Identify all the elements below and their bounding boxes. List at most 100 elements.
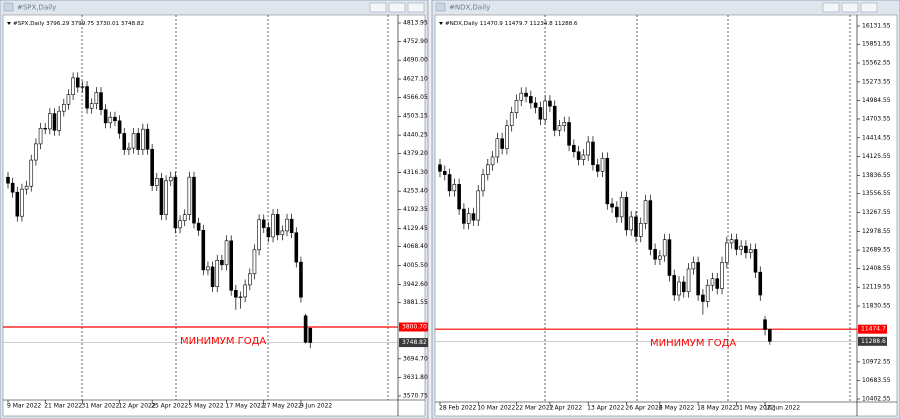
x-tick-label: 13 Apr 2022: [587, 405, 624, 412]
y-tick-label: 16131.55: [862, 23, 891, 30]
close-button[interactable]: [407, 2, 425, 13]
y-tick-label: 12978.55: [862, 228, 891, 235]
candle-body: [261, 219, 266, 228]
level-box: [399, 322, 428, 332]
level-label: 11474.7: [861, 326, 886, 333]
candle-body: [462, 208, 466, 224]
candle-body: [481, 174, 485, 192]
y-tick-label: 4627.10: [403, 76, 428, 83]
y-tick-label: 4253.40: [403, 188, 428, 195]
y-tick-label: 4129.45: [403, 225, 428, 232]
candle-body: [308, 328, 313, 343]
candle-body: [164, 180, 168, 215]
candle-body: [117, 120, 122, 134]
minimize-button[interactable]: [369, 2, 387, 13]
y-tick-label: 3881.55: [403, 299, 428, 306]
candle-body: [80, 86, 85, 88]
candle-body: [280, 230, 285, 236]
maximize-button[interactable]: [841, 2, 859, 13]
candle-body: [145, 128, 150, 150]
candle-body: [662, 239, 667, 257]
y-tick-label: 4192.35: [403, 206, 428, 213]
candle-body: [52, 113, 57, 131]
x-tick-label: 27 May 2022: [263, 403, 302, 410]
candle-body: [271, 214, 275, 238]
candle-body: [243, 284, 247, 298]
candle-body: [285, 218, 289, 232]
candle-body: [495, 138, 500, 158]
candle-body: [653, 249, 657, 260]
candle-body: [538, 107, 543, 120]
candle-body: [196, 222, 201, 231]
minimize-button[interactable]: [822, 2, 840, 13]
window-title: #SPX,Daily: [17, 4, 56, 12]
y-tick-label: 15851.55: [862, 41, 891, 48]
x-tick-label: 9 Mar 2022: [7, 403, 41, 410]
x-tick-label: 6 May 2022: [659, 405, 694, 412]
window-icon: [3, 2, 14, 12]
candle-body: [173, 176, 178, 229]
candle-body: [729, 239, 734, 244]
y-tick-label: 14703.55: [862, 115, 891, 122]
candle-body: [615, 206, 619, 218]
candle-body: [201, 229, 206, 271]
y-tick-label: 14984.55: [862, 97, 891, 104]
y-tick-label: 13836.55: [862, 172, 891, 179]
y-tick-label: 11830.55: [862, 303, 891, 310]
candle-body: [505, 125, 509, 149]
candle-body: [595, 164, 600, 172]
candle-body: [562, 122, 567, 127]
candle-body: [61, 103, 66, 112]
candle-body: [108, 116, 113, 124]
candle-body: [658, 255, 662, 260]
last-price-box: [399, 338, 428, 348]
candle-body: [215, 260, 220, 288]
candle-body: [48, 113, 52, 130]
y-tick-label: 4690.00: [403, 57, 428, 64]
candle-body: [758, 271, 763, 296]
candle-body: [691, 262, 696, 270]
y-tick-label: 15273.55: [862, 78, 891, 85]
y-tick-label: 4752.90: [403, 38, 428, 45]
candle-body: [734, 239, 739, 250]
close-button[interactable]: [860, 2, 878, 13]
candle-body: [442, 170, 447, 175]
y-tick-label: 3570.75: [403, 392, 428, 399]
candle-body: [466, 213, 471, 224]
candle-body: [519, 92, 524, 101]
info-arrow: [439, 22, 443, 25]
y-tick-label: 4813.95: [403, 19, 428, 26]
candle-body: [552, 105, 557, 131]
y-tick-label: 4005.50: [403, 262, 428, 269]
candle-body: [122, 133, 127, 150]
x-tick-label: 31 Mar 2022: [81, 403, 119, 410]
y-tick-label: 3694.70: [403, 355, 428, 362]
candle-body: [672, 275, 677, 296]
candle-body: [500, 138, 504, 149]
candle-body: [234, 290, 238, 298]
candle-body: [229, 240, 233, 291]
y-tick-label: 3942.60: [403, 281, 428, 288]
candle-body: [557, 125, 562, 131]
candle-body: [103, 109, 108, 124]
y-tick-label: 14125.55: [862, 153, 891, 160]
candle-body: [113, 116, 117, 122]
level-box: [858, 324, 887, 334]
candle-body: [600, 157, 605, 172]
maximize-button[interactable]: [388, 2, 406, 13]
candle-body: [220, 260, 224, 266]
candle-body: [677, 281, 681, 296]
candle-body: [10, 182, 15, 193]
candle-body: [605, 157, 610, 205]
chart-area: [2, 14, 426, 417]
candle-body: [634, 216, 638, 237]
candle-body: [543, 100, 547, 120]
y-tick-label: 12119.55: [862, 284, 891, 291]
candle-body: [136, 133, 140, 150]
y-tick-label: 13556.55: [862, 190, 891, 197]
candle-body: [610, 203, 614, 208]
candle-body: [638, 223, 643, 237]
candle-body: [289, 218, 294, 233]
candle-body: [591, 141, 595, 166]
